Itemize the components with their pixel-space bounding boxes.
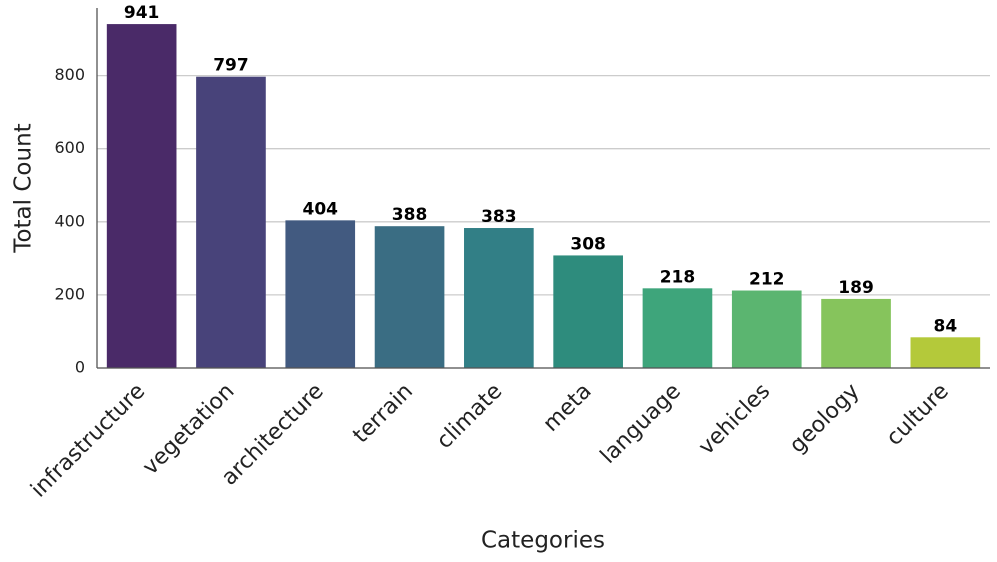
y-tick-label: 200 [54, 284, 85, 303]
bar [285, 220, 356, 368]
value-label: 941 [124, 3, 160, 23]
value-label: 218 [660, 267, 696, 287]
value-label: 308 [570, 234, 606, 254]
bar [553, 255, 623, 368]
value-label: 84 [934, 316, 958, 336]
value-label: 212 [749, 270, 785, 290]
y-tick-label: 400 [54, 211, 85, 230]
y-tick-label: 800 [54, 65, 85, 84]
bar [731, 290, 802, 368]
value-label: 797 [213, 56, 249, 76]
x-tick-label: terrain [348, 379, 418, 449]
x-tick-label: climate [432, 379, 507, 454]
value-label: 404 [303, 199, 339, 219]
x-tick-label: culture [882, 379, 954, 451]
value-label: 383 [481, 207, 517, 227]
x-tick-label: vehicles [694, 379, 775, 460]
bar [464, 228, 534, 368]
bar [642, 288, 713, 368]
x-tick-label: infrastructure [26, 379, 150, 503]
y-tick-label: 0 [75, 358, 85, 377]
y-tick-label: 600 [54, 138, 85, 157]
value-label: 189 [838, 278, 874, 298]
bar [374, 226, 445, 368]
y-axis-title: Total Count [11, 123, 37, 253]
x-tick-label: language [596, 379, 686, 469]
bar [106, 24, 177, 369]
x-axis-title: Categories [481, 528, 605, 554]
bar [910, 337, 981, 368]
bar [821, 298, 891, 368]
x-tick-label: geology [785, 379, 865, 459]
value-label: 388 [392, 205, 428, 225]
bar [196, 76, 266, 368]
x-tick-label: meta [539, 379, 597, 437]
